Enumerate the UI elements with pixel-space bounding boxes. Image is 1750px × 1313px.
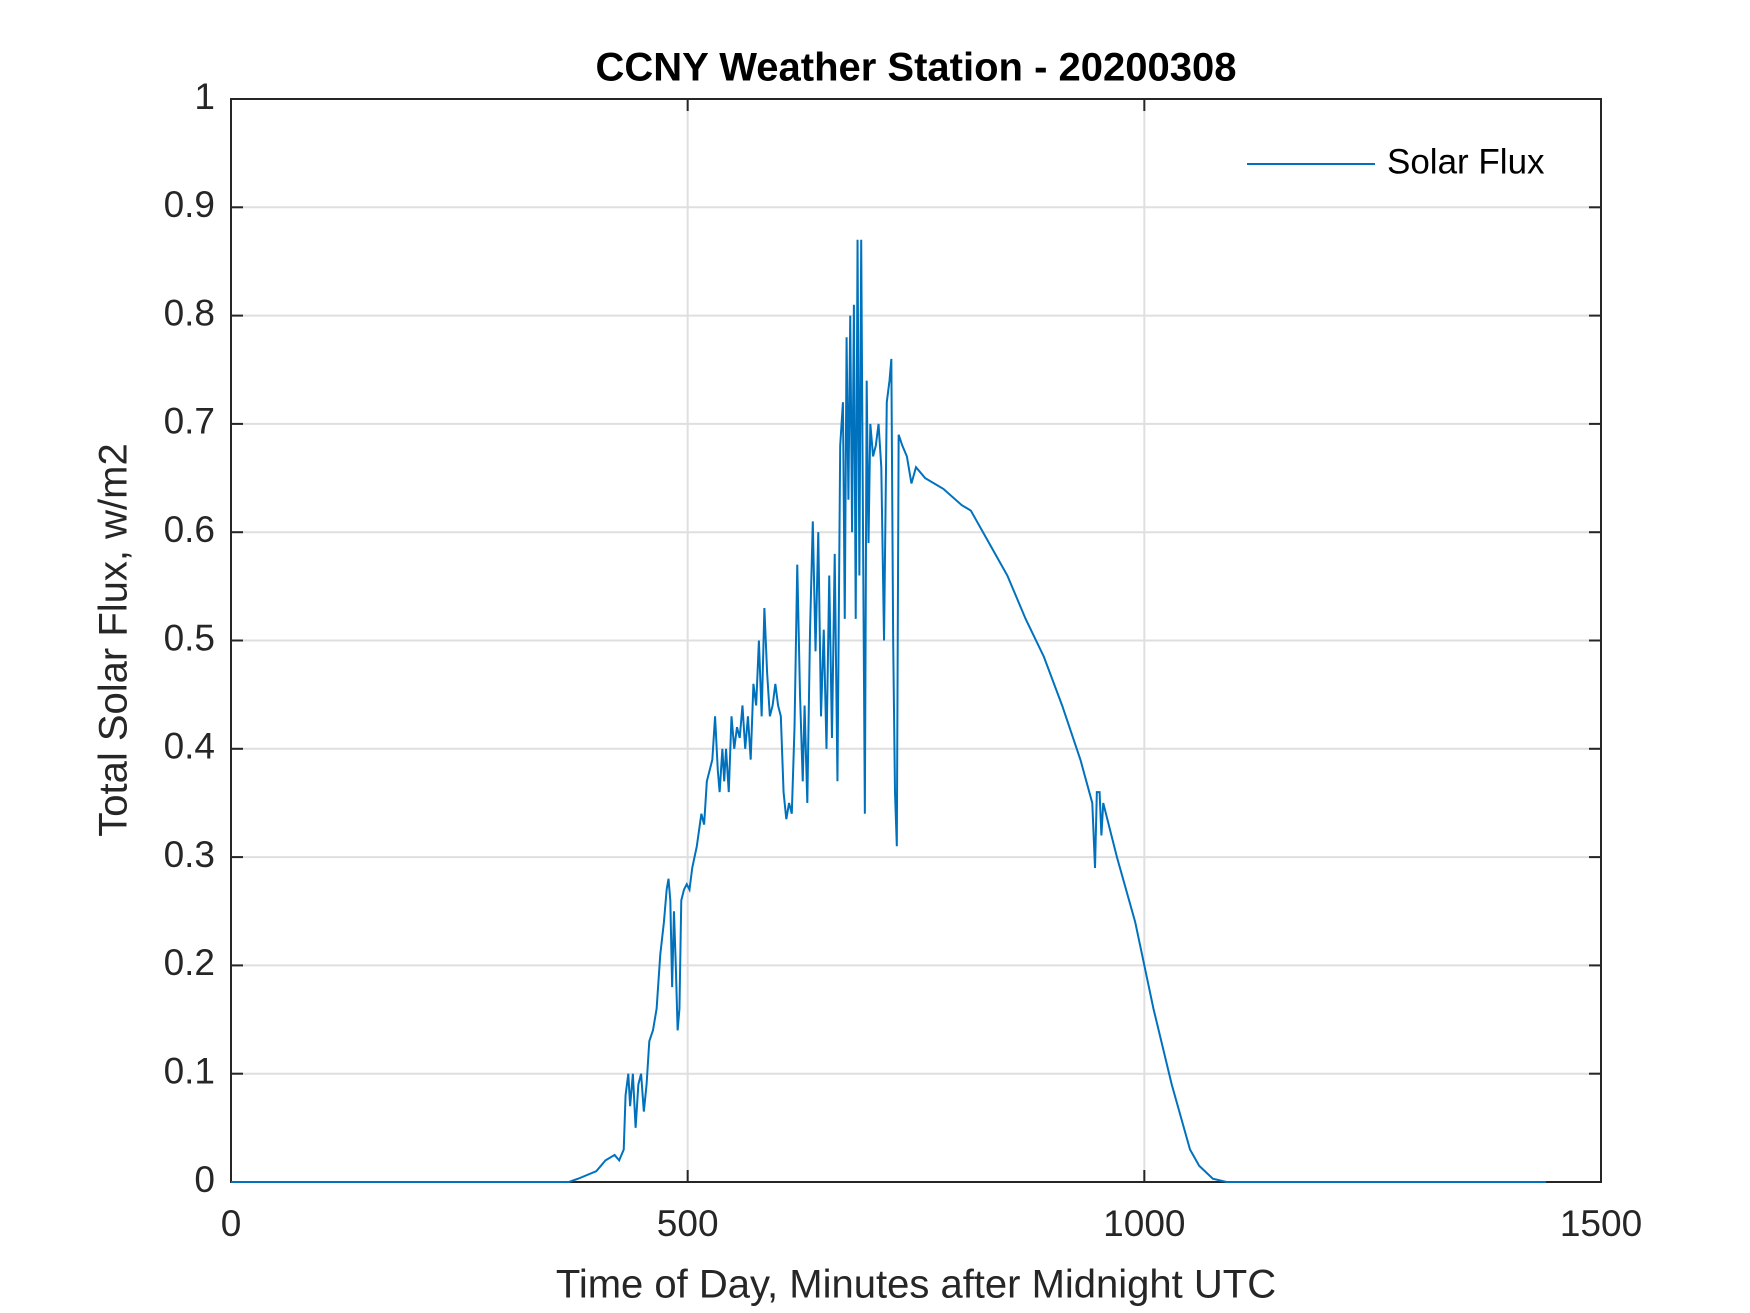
legend-label: Solar Flux [1387,142,1545,181]
x-tick-label: 1000 [1103,1203,1185,1244]
y-axis-label: Total Solar Flux, w/m2 [92,443,136,836]
y-tick-label: 0.4 [164,726,215,767]
x-axis-label: Time of Day, Minutes after Midnight UTC [556,1263,1276,1307]
y-tick-label: 0.1 [164,1050,215,1091]
y-tick-label: 0.7 [164,401,215,442]
y-tick-label: 0.9 [164,184,215,225]
plot-frame [230,98,1602,1183]
y-tick-label: 0.5 [164,617,215,658]
x-tick-label: 500 [657,1203,719,1244]
chart-title: CCNY Weather Station - 20200308 [596,46,1237,90]
y-tick-label: 0 [194,1159,215,1200]
x-tick-label: 0 [221,1203,242,1244]
y-tick-label: 0.2 [164,942,215,983]
y-tick-label: 0.3 [164,834,215,875]
y-tick-label: 0.8 [164,292,215,333]
y-tick-label: 0.6 [164,509,215,550]
data-line [231,239,1547,1183]
y-tick-label: 1 [194,76,215,117]
x-tick-label: 1500 [1560,1203,1642,1244]
